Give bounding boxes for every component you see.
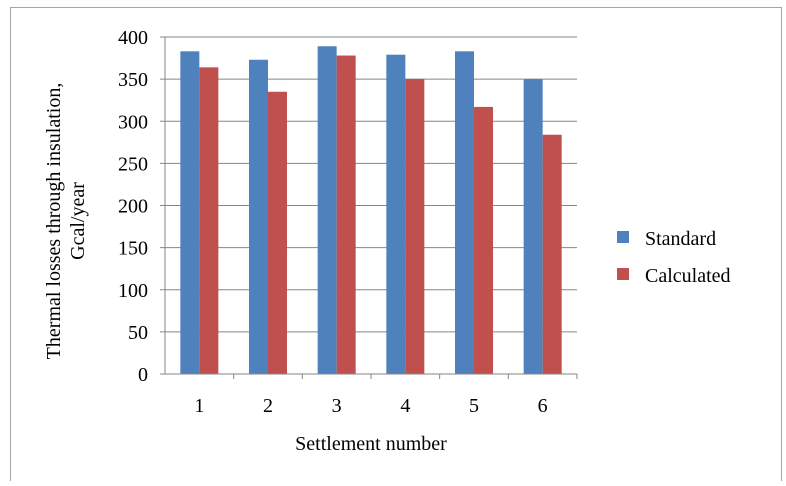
legend: Standard Calculated	[617, 228, 731, 287]
legend-label-standard: Standard	[645, 228, 716, 250]
x-tick-labels: 1 2 3 4 5 6	[194, 395, 547, 417]
x-tick-label: 3	[332, 395, 342, 417]
bar-calculated-2	[268, 91, 287, 374]
y-tick-label: 400	[118, 27, 148, 49]
y-tick-label: 350	[118, 69, 148, 91]
y-tick-label: 300	[118, 111, 148, 133]
bar-standard-1	[180, 51, 200, 374]
x-axis-title: Settlement number	[295, 433, 447, 455]
x-tick-label: 6	[538, 395, 548, 417]
y-tick-label: 100	[118, 280, 148, 302]
axes	[160, 36, 578, 379]
bars	[180, 46, 562, 375]
y-tick-label: 250	[118, 153, 148, 175]
legend-swatch-standard	[617, 231, 629, 243]
y-tick-label: 50	[128, 322, 148, 344]
y-tick-labels: 0 50 100 150 200 250 300 350 400	[118, 27, 148, 386]
y-tick-label: 0	[138, 364, 148, 386]
bar-calculated-1	[199, 67, 219, 374]
gridlines	[165, 36, 577, 333]
bar-standard-5	[455, 51, 474, 374]
y-axis-title-line-1: Thermal losses through insulation,	[43, 83, 65, 360]
x-tick-label: 2	[263, 395, 273, 417]
y-tick-label: 200	[118, 196, 148, 218]
bar-calculated-5	[474, 106, 493, 375]
y-axis-title-line-2: Gcal/year	[67, 182, 89, 260]
bar-calculated-4	[405, 79, 425, 374]
y-tick-label: 150	[118, 238, 148, 260]
bar-standard-3	[317, 46, 337, 375]
bar-calculated-3	[336, 55, 356, 374]
legend-label-calculated: Calculated	[645, 265, 731, 287]
x-tick-label: 5	[469, 395, 479, 417]
x-tick-label: 1	[194, 395, 204, 417]
legend-swatch-calculated	[617, 268, 629, 280]
bar-standard-2	[249, 59, 268, 375]
bar-standard-6	[523, 79, 543, 374]
y-axis-title: Thermal losses through insulation, Gcal/…	[43, 83, 89, 360]
x-tick-label: 4	[400, 395, 410, 417]
bar-calculated-6	[542, 134, 562, 374]
bar-standard-4	[386, 54, 406, 374]
